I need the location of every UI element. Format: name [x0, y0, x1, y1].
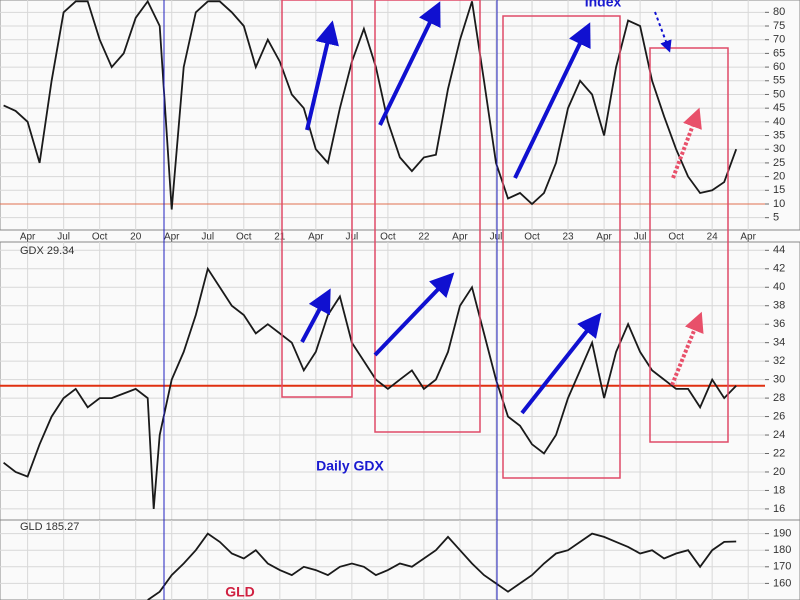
trend-arrow	[378, 1, 441, 126]
x-tick-label: Apr	[164, 232, 180, 243]
panel	[0, 0, 800, 231]
x-tick-label: Apr	[452, 232, 468, 243]
x-tick-label: Jul	[57, 232, 70, 243]
y-tick-label: 22	[773, 447, 785, 459]
x-tick-label: 24	[707, 232, 719, 243]
x-tick-label: Oct	[524, 232, 540, 243]
y-tick-label: 34	[773, 337, 785, 349]
x-tick-label: Oct	[380, 232, 396, 243]
y-tick-label: 40	[773, 281, 785, 293]
x-tick-label: Apr	[20, 232, 36, 243]
trend-arrow	[373, 272, 455, 357]
y-tick-label: 70	[773, 34, 785, 46]
y-tick-label: 24	[773, 429, 785, 441]
y-tick-label: 45	[773, 102, 785, 114]
y-tick-label: 20	[773, 466, 785, 478]
x-tick-label: 22	[418, 232, 430, 243]
x-tick-label: 21	[274, 232, 286, 243]
data-line	[3, 266, 737, 509]
highlight-box	[502, 15, 621, 479]
y-tick-label: 25	[773, 157, 785, 169]
panel-label: GLD 185.27	[20, 521, 79, 533]
y-tick-label: 10	[773, 198, 785, 210]
x-tick-label: Apr	[740, 232, 756, 243]
x-tick-label: 20	[130, 232, 142, 243]
y-tick-label: 160	[773, 577, 791, 589]
data-line	[147, 532, 737, 600]
annotation: GLD	[225, 584, 255, 600]
y-tick-label: 15	[773, 184, 785, 196]
x-tick-label: Apr	[596, 232, 612, 243]
projection-arrow	[671, 107, 702, 179]
dashed-arrow	[654, 11, 672, 53]
annotations	[163, 0, 729, 600]
projection-arrow	[670, 311, 704, 386]
y-tick-label: 30	[773, 143, 785, 155]
y-tick-label: 44	[773, 244, 785, 256]
trend-arrow	[520, 312, 602, 415]
highlight-box	[649, 47, 729, 443]
y-tick-label: 18	[773, 484, 785, 496]
data-line	[3, 0, 738, 210]
y-tick-label: 65	[773, 47, 785, 59]
y-tick-label: 50	[773, 88, 785, 100]
trend-arrow	[300, 288, 331, 343]
y-tick-label: 32	[773, 355, 785, 367]
x-tick-label: Oct	[92, 232, 108, 243]
y-tick-label: 42	[773, 263, 785, 275]
highlight-box	[374, 0, 481, 433]
x-tick-label: Jul	[201, 232, 214, 243]
trend-arrow	[513, 22, 591, 179]
y-tick-label: 20	[773, 171, 785, 183]
annotation: Daily GDX	[316, 458, 384, 474]
y-tick-label: 170	[773, 561, 791, 573]
x-tick-label: Oct	[236, 232, 252, 243]
y-tick-label: 190	[773, 528, 791, 540]
y-tick-label: 28	[773, 392, 785, 404]
x-tick-label: Oct	[668, 232, 684, 243]
x-tick-label: Apr	[308, 232, 324, 243]
highlight-box	[281, 0, 353, 398]
y-tick-label: 80	[773, 6, 785, 18]
x-tick-label: 23	[562, 232, 574, 243]
y-tick-label: 75	[773, 20, 785, 32]
panel-title: Index	[585, 0, 622, 10]
y-tick-label: 16	[773, 503, 785, 515]
panel-label: GDX 29.34	[20, 245, 74, 257]
y-tick-label: 55	[773, 75, 785, 87]
panel	[0, 519, 800, 600]
y-tick-label: 60	[773, 61, 785, 73]
x-tick-label: Jul	[490, 232, 503, 243]
y-tick-label: 5	[773, 212, 779, 224]
y-tick-label: 30	[773, 374, 785, 386]
y-tick-label: 40	[773, 116, 785, 128]
trend-arrow	[305, 20, 339, 131]
y-tick-label: 180	[773, 544, 791, 556]
y-tick-label: 35	[773, 129, 785, 141]
y-tick-label: 26	[773, 410, 785, 422]
y-tick-label: 36	[773, 318, 785, 330]
x-tick-label: Jul	[634, 232, 647, 243]
y-tick-label: 38	[773, 300, 785, 312]
